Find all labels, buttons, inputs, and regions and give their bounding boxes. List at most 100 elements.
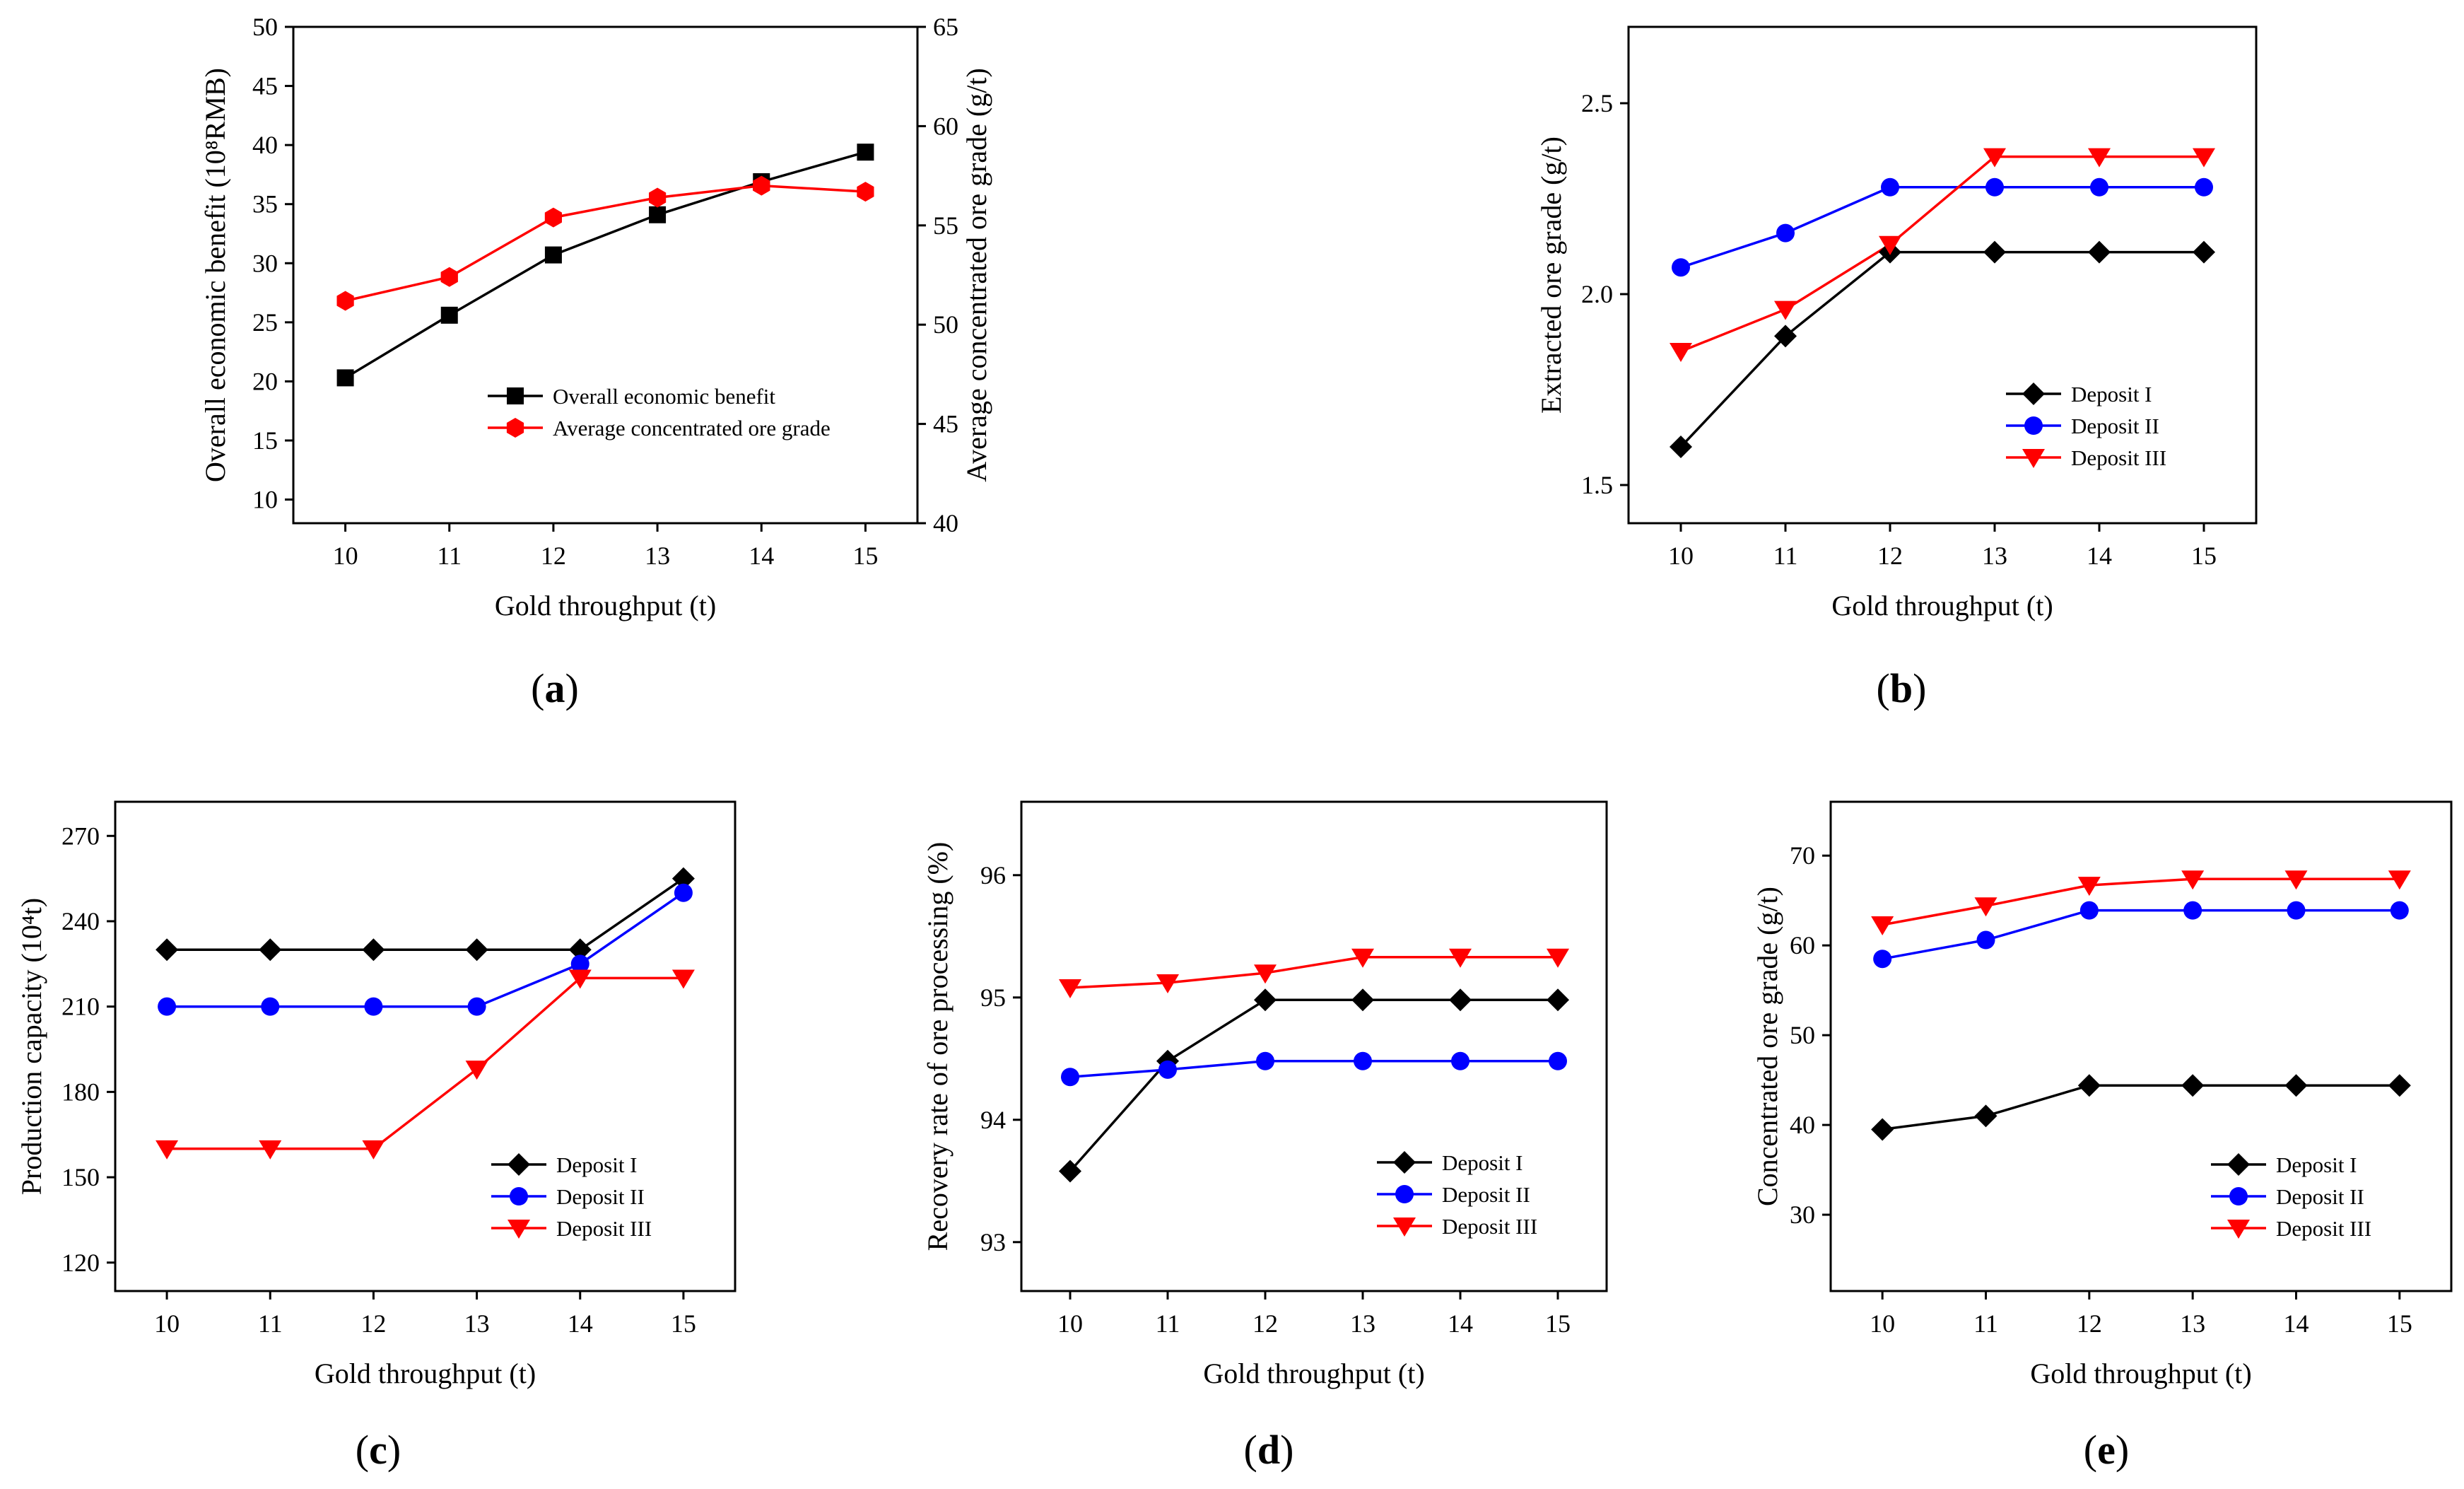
x-tick-label: 13 (1982, 542, 2007, 570)
data-point (1254, 964, 1277, 984)
y-tick-label: 10 (252, 486, 278, 514)
panel-label-open: ( (356, 1427, 369, 1473)
series-line-2 (1680, 186, 2204, 269)
data-point (649, 187, 667, 208)
y-tick-label: 270 (61, 822, 100, 850)
data-point (857, 144, 874, 161)
data-point (1549, 1051, 1567, 1070)
panel-label-letter: d (1257, 1427, 1280, 1473)
data-point (2193, 240, 2215, 264)
data-point (1976, 930, 1995, 950)
x-tick-label: 11 (437, 542, 462, 570)
series-line-2 (1069, 1060, 1558, 1079)
data-point (1254, 988, 1277, 1012)
data-point (2077, 1074, 2101, 1097)
x-tick-label: 12 (1877, 542, 1903, 570)
y-tick-label: 25 (252, 308, 278, 337)
y-axis-title: Recovery rate of ore processing (%) (922, 842, 954, 1251)
data-point (1059, 979, 1081, 998)
data-point (2088, 148, 2111, 168)
data-point (1983, 148, 2006, 168)
data-point (1449, 948, 1472, 968)
x-tick-label: 14 (568, 1309, 593, 1338)
x-tick-label: 12 (2077, 1309, 2102, 1338)
x-tick-label: 15 (671, 1309, 696, 1338)
chart-panel-d: 10 11 12 13 14 15 93 94 95 96 Gold throughput (t) R… (922, 800, 1608, 1473)
y-right-tick-label: 45 (933, 410, 958, 438)
series-line-2 (167, 892, 684, 1008)
data-point (440, 306, 458, 324)
data-point (671, 867, 695, 890)
panel-label-letter: e (2097, 1427, 2116, 1473)
legend: Overall economic benefit Average concentr… (488, 384, 831, 440)
panel-label: (a) (531, 665, 579, 711)
y-tick-label: 2.5 (1581, 89, 1613, 117)
legend-marker (2227, 1153, 2250, 1176)
panel-label: (d) (1244, 1427, 1294, 1473)
data-point (2284, 1074, 2308, 1097)
legend-entry-label: Average concentrated ore grade (553, 416, 831, 440)
panel-label-open: ( (1877, 665, 1890, 711)
panel-label-close: ) (2116, 1427, 2129, 1473)
data-point (336, 291, 354, 311)
legend-entry-label: Deposit II (556, 1184, 645, 1209)
x-tick-label: 15 (2387, 1309, 2412, 1338)
y-tick-label: 95 (980, 983, 1006, 1012)
data-point (753, 175, 770, 196)
x-tick-label: 14 (749, 542, 774, 570)
data-point (362, 1140, 385, 1160)
data-point (2388, 870, 2411, 890)
chart-panel-b: 10 11 12 13 14 15 1.5 2.0 2.5 Gold throughput (t)… (1535, 25, 2258, 711)
data-point (1974, 1104, 1997, 1128)
plot-frame (114, 800, 737, 1292)
y-tick-label: 30 (1790, 1201, 1815, 1229)
data-point (1547, 948, 1569, 968)
data-point (2193, 148, 2215, 168)
y-tick-label: 40 (1790, 1111, 1815, 1139)
data-point (1351, 988, 1374, 1012)
data-point (1776, 223, 1795, 243)
legend-marker (2022, 449, 2045, 468)
y-tick-label: 30 (252, 249, 278, 277)
data-point (362, 938, 385, 962)
plot-frame (1829, 800, 2453, 1292)
panel-label-close: ) (565, 665, 579, 711)
data-point (465, 1061, 488, 1080)
y-tick-label: 1.5 (1581, 471, 1613, 499)
panel-label-close: ) (1913, 665, 1926, 711)
x-tick-label: 10 (1668, 542, 1694, 570)
data-point (2195, 177, 2213, 197)
y-tick-label: 45 (252, 72, 278, 100)
data-point (1351, 948, 1374, 968)
y-tick-label: 35 (252, 190, 278, 218)
panel-label: (e) (2084, 1427, 2129, 1473)
panel-label-open: ( (1244, 1427, 1257, 1473)
legend-entry-label: Deposit III (1442, 1214, 1537, 1239)
data-point (1670, 436, 1692, 458)
y-right-tick-label: 40 (933, 509, 958, 537)
data-point (158, 997, 177, 1016)
panel-label-close: ) (1280, 1427, 1293, 1473)
y-tick-label: 96 (980, 861, 1006, 889)
y-right-tick-label: 50 (933, 310, 958, 339)
panel-label-letter: a (545, 665, 565, 711)
y-tick-label: 180 (61, 1078, 100, 1106)
y-tick-label: 50 (252, 13, 278, 41)
series-line-3 (1069, 955, 1558, 989)
data-point (1881, 177, 1899, 197)
data-point (544, 207, 562, 228)
x-tick-label: 15 (2191, 542, 2217, 570)
x-tick-label: 10 (333, 542, 358, 570)
legend: Deposit I Deposit II Deposit III (491, 1152, 652, 1241)
y-tick-label: 70 (1790, 841, 1815, 870)
data-point (2088, 240, 2111, 264)
data-point (2181, 1074, 2205, 1097)
data-point (261, 997, 280, 1016)
data-point (1974, 897, 1997, 917)
x-tick-label: 10 (154, 1309, 180, 1338)
data-point (649, 206, 667, 223)
legend-marker (2022, 383, 2045, 405)
data-point (156, 1140, 179, 1160)
series-line-2 (1882, 909, 2400, 960)
x-tick-label: 12 (1252, 1309, 1278, 1338)
